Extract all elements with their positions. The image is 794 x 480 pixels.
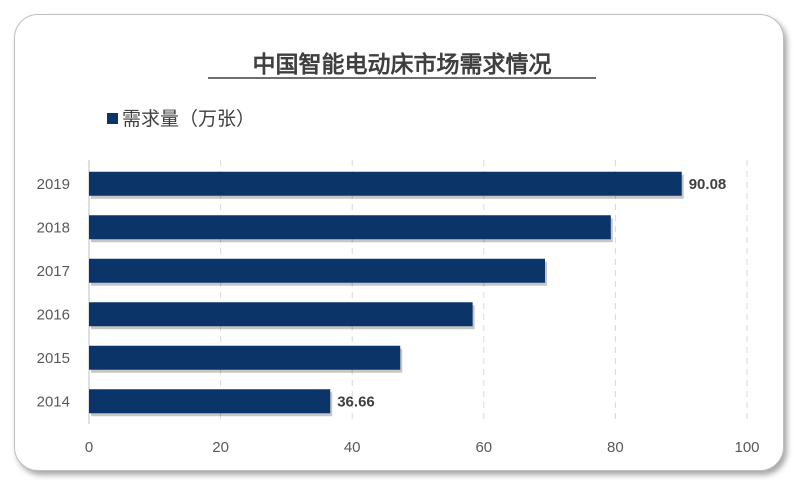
chart-title: 中国智能电动床市场需求情况: [253, 51, 552, 78]
category-label-2015: 2015: [37, 350, 70, 367]
legend-swatch: [107, 113, 118, 124]
data-label-2014: 36.66: [337, 393, 375, 410]
x-tick-label: 60: [475, 439, 492, 456]
grid-lines: [88, 160, 748, 424]
x-tick-label: 100: [734, 439, 759, 456]
x-tick-label: 0: [85, 439, 93, 456]
bar-2016: [89, 302, 473, 327]
bar-2015: [89, 345, 401, 370]
data-labels: 90.08 36.66: [337, 176, 726, 411]
x-tick-label: 80: [607, 439, 624, 456]
legend-label: 需求量（万张）: [122, 108, 255, 130]
category-label-2019: 2019: [37, 176, 70, 193]
category-label-2018: 2018: [37, 219, 70, 236]
category-label-2016: 2016: [37, 306, 70, 323]
category-label-2014: 2014: [37, 393, 70, 410]
bars: [89, 171, 684, 417]
bar-2017: [89, 258, 545, 283]
x-tick-labels: 0 20 40 60 80 100: [85, 439, 760, 456]
data-label-2019: 90.08: [689, 176, 727, 193]
x-tick-label: 40: [344, 439, 361, 456]
category-labels: 2019 2018 2017 2016 2015 2014: [37, 176, 70, 411]
category-label-2017: 2017: [37, 263, 70, 280]
bar-2018: [89, 215, 611, 240]
bar-2014: [89, 389, 331, 414]
x-tick-label: 20: [212, 439, 229, 456]
bar-2019: [89, 171, 682, 196]
